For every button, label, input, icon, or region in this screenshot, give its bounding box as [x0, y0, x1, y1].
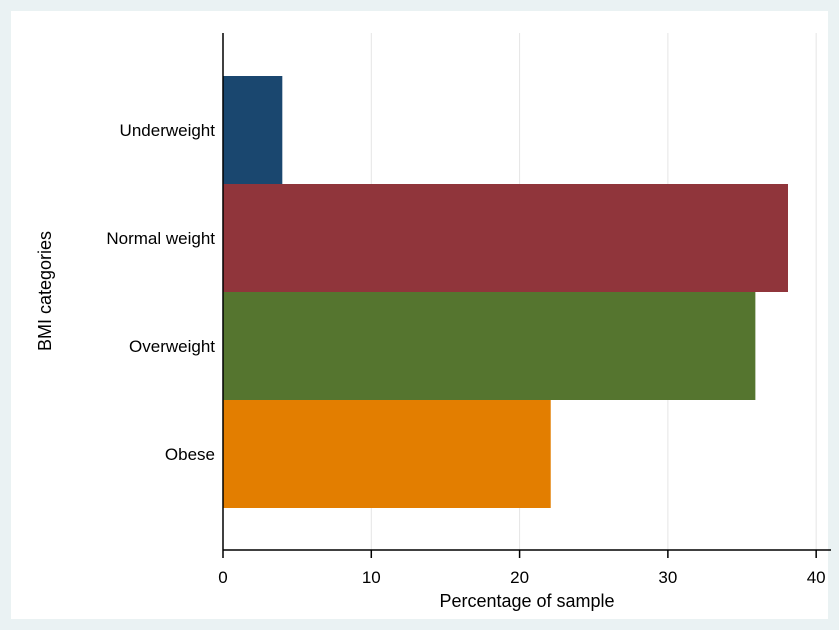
y-axis-title: BMI categories — [35, 231, 55, 351]
x-axis-title: Percentage of sample — [439, 591, 614, 611]
bars — [223, 76, 788, 508]
x-tick-label: 30 — [658, 568, 677, 587]
category-labels: Underweight Normal weight Overweight Obese — [106, 121, 215, 464]
bar-overweight — [223, 292, 756, 400]
bar-underweight — [223, 76, 283, 184]
x-ticks: 0 10 20 30 40 — [218, 550, 826, 587]
bar-normal-weight — [223, 184, 788, 292]
axes — [222, 33, 831, 551]
category-label: Obese — [165, 445, 215, 464]
bar-obese — [223, 400, 551, 508]
category-label: Underweight — [120, 121, 216, 140]
x-tick-label: 0 — [218, 568, 227, 587]
category-label: Normal weight — [106, 229, 215, 248]
category-label: Overweight — [129, 337, 215, 356]
x-tick-label: 10 — [362, 568, 381, 587]
x-tick-label: 40 — [807, 568, 826, 587]
x-tick-label: 20 — [510, 568, 529, 587]
